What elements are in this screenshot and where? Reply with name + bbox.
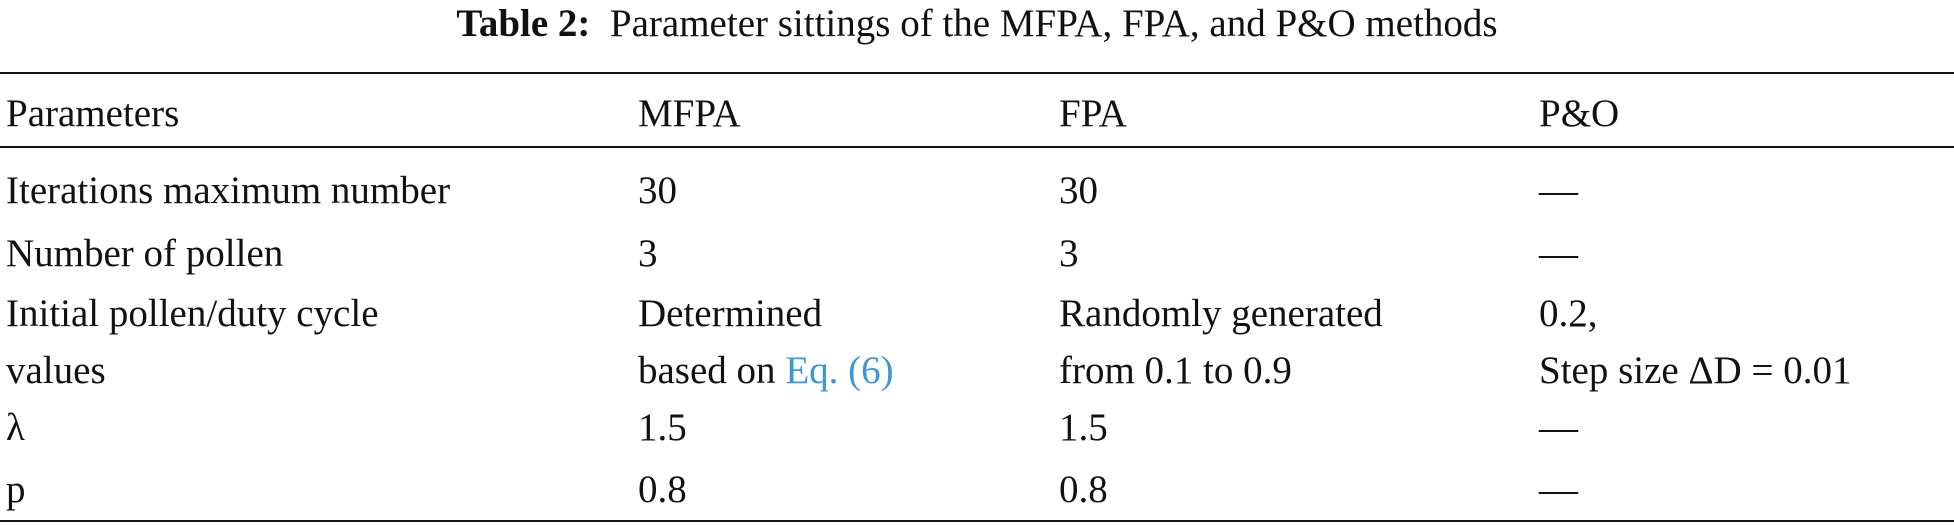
cell: 1.5 (638, 406, 687, 449)
cell-text: based on (638, 349, 776, 392)
cell: — (1539, 468, 1578, 511)
cell-line: based on Eq. (6) (638, 351, 894, 390)
top-rule (0, 72, 1954, 74)
cell-line: values (6, 349, 106, 392)
header-cell: P&O (1539, 92, 1620, 135)
cell: 0.8 (1059, 468, 1108, 511)
cell-line: Randomly generated (1059, 292, 1383, 335)
header-cell: FPA (1059, 92, 1127, 135)
cell: 3 (1059, 232, 1079, 275)
cell: Iterations maximum number (6, 169, 451, 212)
cell-line: from 0.1 to 0.9 (1059, 349, 1292, 392)
cell: p (6, 468, 26, 511)
header-cell: MFPA (638, 92, 741, 135)
cell-line: Step size ΔD = 0.01 (1539, 349, 1852, 392)
caption-text: Parameter sittings of the MFPA, FPA, and… (609, 2, 1498, 45)
header-cell: Parameters (6, 92, 180, 135)
bottom-rule (0, 520, 1954, 522)
cell: 0.8 (638, 468, 687, 511)
cell: Number of pollen (6, 232, 284, 275)
cell: λ (6, 406, 25, 449)
caption: Table 2: Parameter sittings of the MFPA,… (0, 4, 1954, 43)
cell: — (1539, 232, 1578, 275)
cell: — (1539, 406, 1578, 449)
cell: 30 (1059, 169, 1098, 212)
cell: 1.5 (1059, 406, 1108, 449)
cell-line: 0.2, (1539, 292, 1598, 335)
header-rule (0, 146, 1954, 148)
cell-line: Determined (638, 294, 822, 333)
equation-link[interactable]: Eq. (6) (785, 349, 894, 392)
cell: 3 (638, 232, 658, 275)
cell: 30 (638, 169, 677, 212)
cell-text: Determined (638, 292, 823, 335)
caption-label: Table 2: (456, 2, 591, 45)
cell-line: Initial pollen/duty cycle (6, 292, 379, 335)
cell: — (1539, 169, 1578, 212)
